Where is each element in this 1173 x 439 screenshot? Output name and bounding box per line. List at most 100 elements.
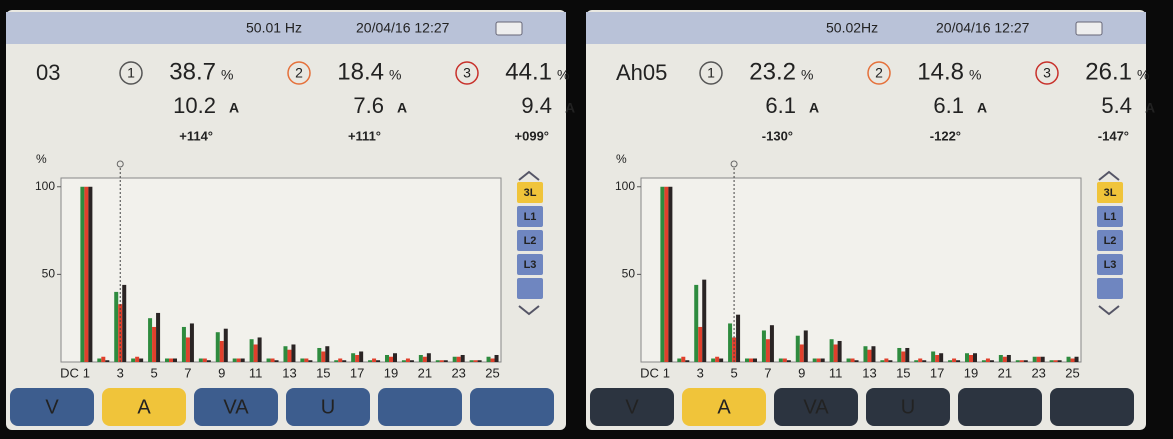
side-button[interactable] — [1097, 182, 1123, 203]
percent-unit: % — [801, 67, 813, 83]
harmonic-bar — [753, 358, 757, 362]
harmonic-bar — [266, 358, 271, 362]
harmonic-bar — [486, 356, 491, 362]
harmonic-bar — [206, 360, 211, 362]
phase-angle: +111° — [348, 128, 381, 143]
phase-number: 3 — [1043, 65, 1051, 81]
harmonic-bar — [114, 291, 119, 362]
harmonic-bar — [803, 330, 808, 362]
tab[interactable] — [1050, 388, 1134, 426]
harmonic-bar — [719, 358, 724, 362]
harmonic-bar — [376, 360, 381, 362]
x-tick-label: 25 — [1065, 365, 1079, 380]
tab[interactable] — [774, 388, 858, 426]
x-tick-label: 3 — [117, 365, 124, 380]
harmonic-bar — [321, 351, 326, 362]
x-tick-label: 23 — [1031, 365, 1045, 380]
harmonic-bar — [368, 360, 373, 362]
x-tick-label: 11 — [829, 365, 843, 380]
harmonic-bar — [939, 353, 944, 362]
side-button[interactable] — [517, 230, 543, 251]
current-unit: A — [809, 100, 819, 116]
harmonic-bar — [918, 358, 923, 362]
harmonic-bar — [452, 356, 457, 362]
harmonic-bar — [80, 186, 85, 362]
harmonic-bar — [291, 344, 296, 362]
harmonic-bar — [749, 358, 753, 362]
current-unit: A — [397, 100, 407, 116]
harmonic-bar — [401, 360, 406, 362]
harmonic-bar — [97, 358, 102, 362]
harmonic-bar — [236, 358, 241, 362]
harmonic-bar — [850, 358, 855, 362]
tab[interactable] — [866, 388, 950, 426]
x-tick-label: 9 — [218, 365, 225, 380]
side-button[interactable] — [517, 206, 543, 227]
battery-icon — [1075, 21, 1103, 36]
side-button[interactable] — [1097, 254, 1123, 275]
harmonic-bar — [215, 332, 220, 362]
tab[interactable] — [194, 388, 278, 426]
harmonic-bar — [664, 186, 669, 362]
percent-unit: % — [969, 67, 981, 83]
harmonic-bar — [101, 356, 106, 362]
scroll-down — [1098, 305, 1120, 316]
harmonic-bar — [711, 358, 716, 362]
harmonic-bar — [270, 358, 275, 362]
side-button[interactable] — [1097, 230, 1123, 251]
tab[interactable] — [378, 388, 462, 426]
tab[interactable] — [286, 388, 370, 426]
plot-area — [640, 177, 1082, 363]
harmonic-bar — [846, 358, 851, 362]
harmonic-bar — [1070, 358, 1075, 362]
x-tick-label: 13 — [282, 365, 296, 380]
percent-value: 26.1 — [1085, 58, 1132, 85]
current-value: 9.4 — [521, 93, 552, 118]
x-tick-label: 1 — [83, 365, 90, 380]
harmonic-bar — [1006, 354, 1011, 362]
harmonic-bar — [240, 358, 245, 362]
side-button[interactable] — [1097, 206, 1123, 227]
x-tick-label: 23 — [451, 365, 465, 380]
tab[interactable] — [102, 388, 186, 426]
tab-label: U — [321, 396, 335, 418]
x-tick-label: 3 — [697, 365, 704, 380]
harmonic-bar — [1023, 360, 1028, 362]
harmonic-bar — [985, 358, 990, 362]
side-button[interactable] — [517, 254, 543, 275]
harmonic-bar — [694, 284, 699, 362]
tab[interactable] — [682, 388, 766, 426]
tab[interactable] — [470, 388, 554, 426]
harmonic-bar — [837, 340, 842, 362]
harmonic-bar — [156, 312, 161, 362]
harmonic-bar — [901, 351, 906, 362]
x-tick-label: 13 — [862, 365, 876, 380]
side-button[interactable] — [517, 278, 543, 299]
x-tick-label: 17 — [350, 365, 364, 380]
harmonic-bar — [745, 358, 749, 362]
tab[interactable] — [958, 388, 1042, 426]
harmonic-bar — [338, 358, 343, 362]
harmonic-bar — [351, 353, 356, 362]
harmonic-bar — [677, 358, 682, 362]
tab-label: V — [625, 396, 639, 418]
measure-label: Ah05 — [616, 60, 667, 85]
harmonic-bar — [778, 358, 783, 362]
harmonic-bar — [490, 358, 495, 362]
tab[interactable] — [10, 388, 94, 426]
harmonic-bar — [736, 314, 741, 362]
harmonic-bar — [935, 354, 940, 362]
side-button[interactable] — [1097, 278, 1123, 299]
battery-icon — [495, 21, 523, 36]
x-tick-label: 9 — [798, 365, 805, 380]
x-tick-label: 17 — [930, 365, 944, 380]
phase-number: 2 — [295, 65, 303, 81]
harmonic-bar — [456, 356, 461, 362]
harmonic-bar — [304, 358, 309, 362]
harmonic-bar — [871, 346, 876, 362]
harmonic-bar — [685, 360, 690, 362]
harmonic-bar — [786, 360, 791, 362]
tab[interactable] — [590, 388, 674, 426]
side-button[interactable] — [517, 182, 543, 203]
harmonic-bar — [969, 354, 973, 362]
